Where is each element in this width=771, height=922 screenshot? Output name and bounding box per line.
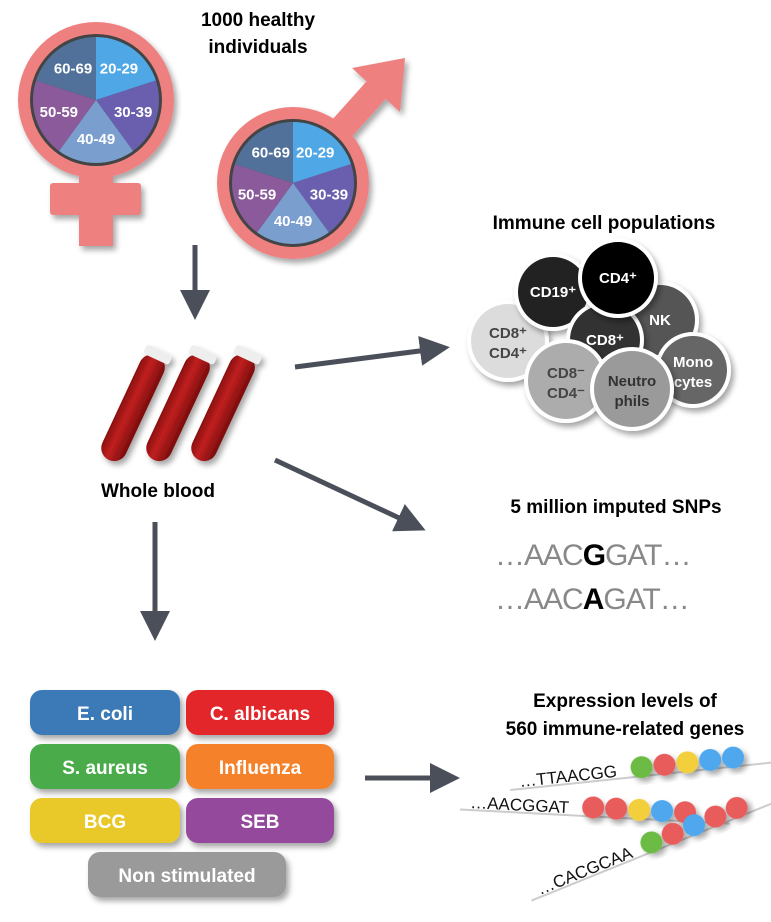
male-slice-label: 20-29 xyxy=(296,144,334,161)
blood-tubes-icon xyxy=(101,345,262,462)
snp-sequence-2: …AACAGAT… xyxy=(495,583,689,616)
svg-text:BCG: BCG xyxy=(84,812,126,833)
svg-text:CD4⁺: CD4⁺ xyxy=(489,345,527,362)
svg-text:E. coli: E. coli xyxy=(77,704,133,725)
cell-cd8cd4: CD8⁺ CD4⁺ xyxy=(467,300,549,382)
svg-text:CD8⁺: CD8⁺ xyxy=(489,325,527,342)
expression-bead xyxy=(722,746,745,769)
male-slice-label: 50-59 xyxy=(238,187,276,204)
svg-text:Influenza: Influenza xyxy=(219,758,302,779)
stimulus-seb: SEB xyxy=(186,798,334,843)
svg-text:…TTAACGG: …TTAACGG xyxy=(518,762,617,791)
expression-bead xyxy=(651,800,674,823)
immune-title: Immune cell populations xyxy=(493,213,716,234)
male-slice-30-39 xyxy=(293,164,354,233)
female-slice-label: 20-29 xyxy=(100,60,138,77)
expression-bead xyxy=(605,797,628,820)
svg-text:…CACGCAA: …CACGCAA xyxy=(534,843,635,899)
svg-text:S. aureus: S. aureus xyxy=(62,758,148,779)
arrow-to-immune xyxy=(294,336,450,370)
arrow-to-snps xyxy=(273,457,426,532)
female-slice-60-69 xyxy=(36,37,96,100)
stimulus-non-stimulated: Non stimulated xyxy=(88,852,286,897)
stimuli-grid: E. coli C. albicans S. aureus Influenza BCG S… xyxy=(30,690,334,897)
gene-strand: …AACGGAT xyxy=(459,793,730,825)
title-line-2: individuals xyxy=(208,37,307,58)
male-slice-label: 60-69 xyxy=(252,144,290,161)
cell-neutrophils: Neutro phils xyxy=(590,347,674,431)
svg-text:CD8⁻: CD8⁻ xyxy=(547,365,585,382)
immune-cells: CD8⁺ CD4⁺ CD19⁺ NK CD8⁺ CD4⁺ CD8⁻ CD4⁻ Mono cytes… xyxy=(467,238,731,431)
expression-title-line-1: Expression levels of xyxy=(533,691,717,712)
female-slice-label: 30-39 xyxy=(114,104,152,121)
stimulus-e-coli: E. coli xyxy=(30,690,180,735)
title-line-1: 1000 healthy xyxy=(201,10,315,31)
gene-strand: …TTAACGG xyxy=(510,746,771,792)
svg-text:cytes: cytes xyxy=(674,374,712,391)
expression-bead xyxy=(630,756,653,779)
stimulus-bcg: BCG xyxy=(30,798,180,843)
expression-bead xyxy=(725,796,748,819)
expression-bead xyxy=(704,805,727,828)
gene-expression-strands: …TTAACGG…AACGGAT …CACGCAA xyxy=(459,746,771,902)
female-slice-label: 50-59 xyxy=(40,104,78,121)
expression-bead xyxy=(699,748,722,771)
stimulus-c-albicans: C. albicans xyxy=(186,690,334,735)
svg-text:NK: NK xyxy=(649,312,671,329)
expression-bead xyxy=(676,751,699,774)
stimulus-influenza: Influenza xyxy=(186,744,334,789)
expression-bead xyxy=(653,753,676,776)
expression-bead xyxy=(661,822,684,845)
male-slice-label: 30-39 xyxy=(310,187,348,204)
male-slice-label: 40-49 xyxy=(274,213,312,230)
svg-text:…AACGGAT: …AACGGAT xyxy=(470,793,570,817)
male-age-pie: 20-29 30-39 40-49 50-59 60-69 xyxy=(229,119,357,247)
expression-bead xyxy=(628,798,651,821)
svg-text:CD19⁺: CD19⁺ xyxy=(530,284,576,301)
svg-text:phils: phils xyxy=(614,393,649,410)
cell-cd4: CD4⁺ xyxy=(578,238,658,318)
male-slice-20-29 xyxy=(293,122,352,183)
expression-bead xyxy=(683,814,706,837)
cell-cd8cd4: CD8⁻ CD4⁻ xyxy=(524,339,608,423)
male-slice-50-59 xyxy=(232,164,293,233)
svg-text:Non stimulated: Non stimulated xyxy=(118,866,255,887)
svg-text:Neutro: Neutro xyxy=(608,373,656,390)
female-age-pie: 20-29 30-39 40-49 50-59 60-69 xyxy=(30,34,162,166)
female-slice-50-59 xyxy=(33,80,96,151)
female-slice-30-39 xyxy=(96,80,159,151)
cell-cd19: CD19⁺ xyxy=(514,253,592,331)
female-slice-40-49 xyxy=(58,100,134,163)
expression-bead xyxy=(582,796,605,819)
stimulus-s-aureus: S. aureus xyxy=(30,744,180,789)
svg-text:CD8⁺: CD8⁺ xyxy=(586,332,624,349)
female-slice-label: 40-49 xyxy=(77,131,115,148)
snp-sequence-1: …AACGGAT… xyxy=(495,539,690,572)
svg-text:SEB: SEB xyxy=(240,812,279,833)
svg-text:CD4⁻: CD4⁻ xyxy=(547,385,585,402)
svg-text:CD4⁺: CD4⁺ xyxy=(599,270,637,287)
expression-bead xyxy=(640,831,663,854)
male-slice-60-69 xyxy=(234,122,293,183)
snp-title: 5 million imputed SNPs xyxy=(510,497,721,518)
female-slice-label: 60-69 xyxy=(54,60,92,77)
male-slice-40-49 xyxy=(257,183,329,244)
whole-blood-label: Whole blood xyxy=(101,481,215,502)
svg-text:C. albicans: C. albicans xyxy=(210,704,310,725)
svg-text:Mono: Mono xyxy=(673,354,713,371)
female-slice-20-29 xyxy=(96,37,156,100)
expression-title-line-2: 560 immune-related genes xyxy=(506,719,745,740)
